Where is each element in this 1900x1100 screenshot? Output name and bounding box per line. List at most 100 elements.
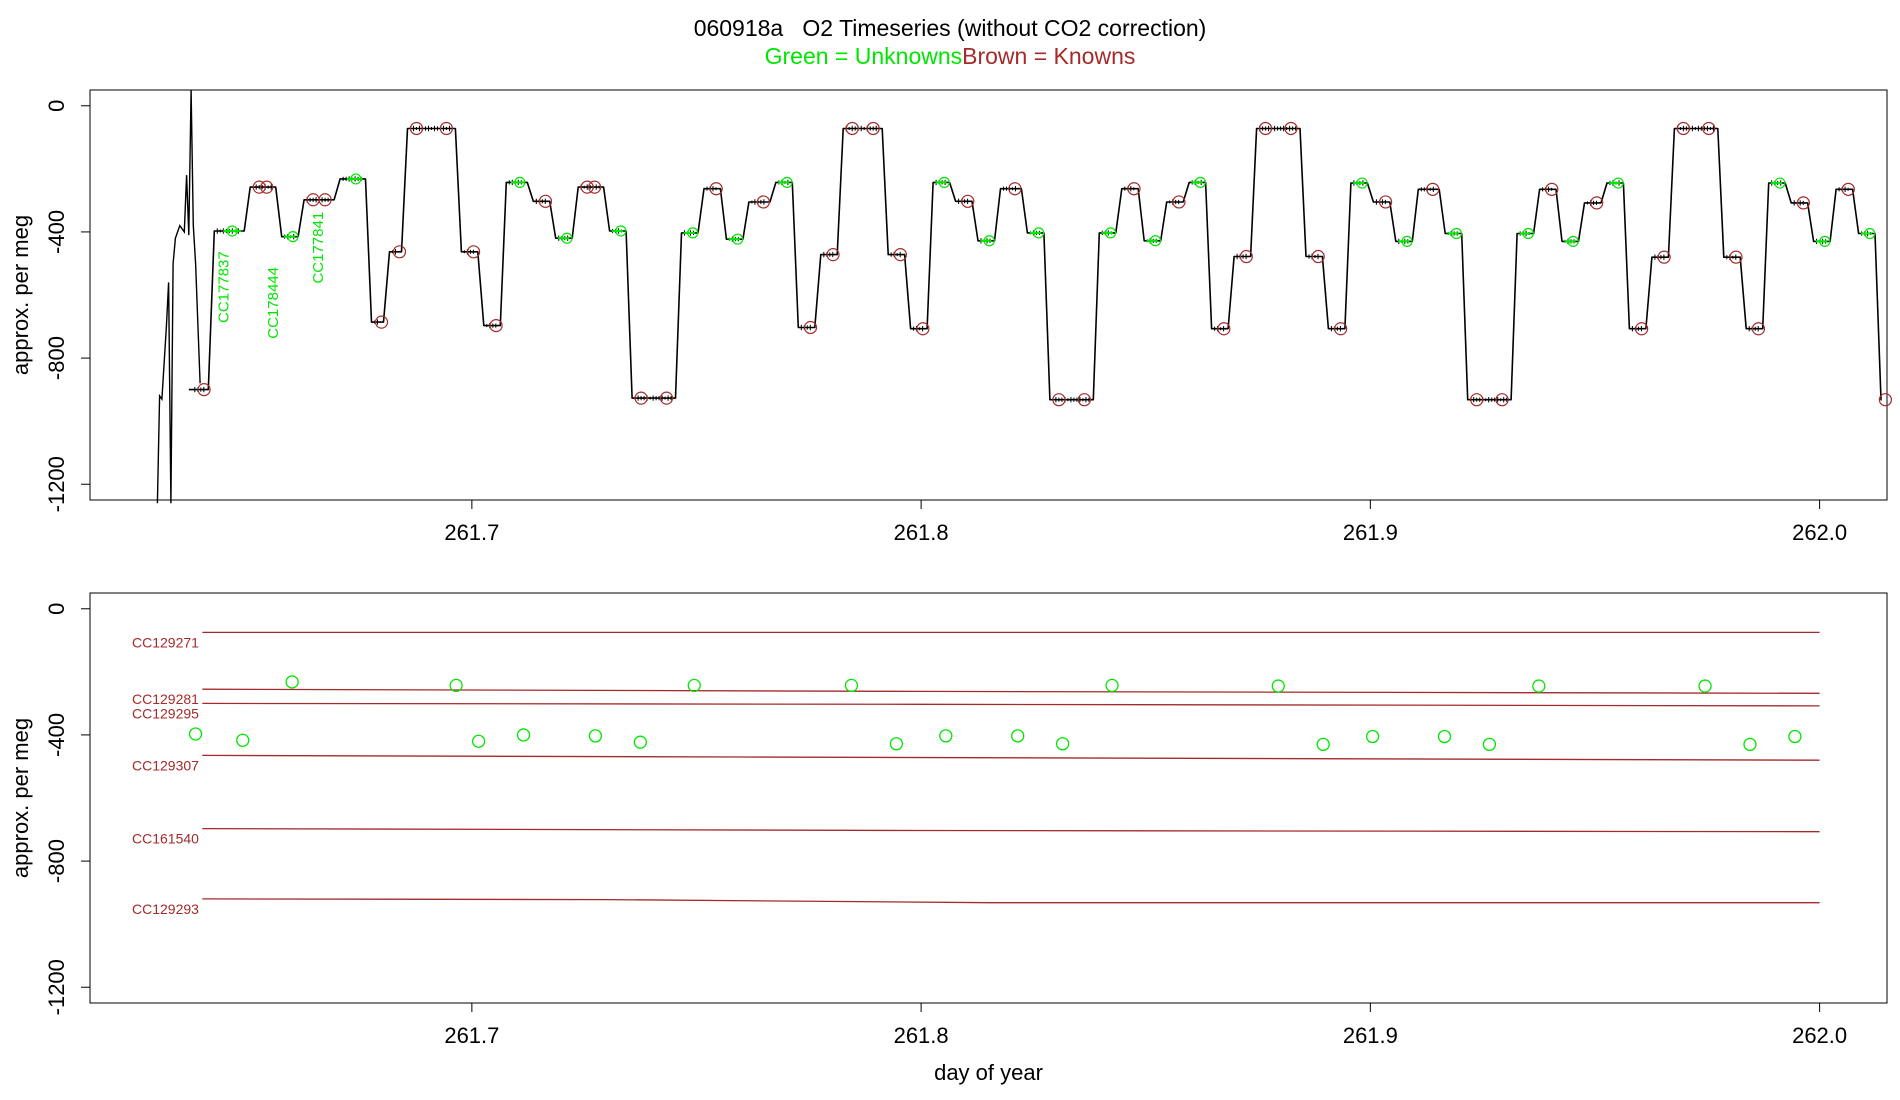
top-ytick-label: -800 — [44, 336, 69, 380]
unknown-marker — [1567, 235, 1579, 247]
known-segment — [823, 248, 840, 262]
unknown-marker — [1450, 227, 1463, 240]
top-xtick-label: 261.7 — [444, 520, 499, 545]
known-marker — [756, 195, 770, 209]
unknown-marker — [561, 232, 573, 244]
unknown-segment — [683, 227, 699, 239]
known-marker — [1052, 393, 1066, 407]
segment-noise — [252, 184, 272, 190]
segment-noise — [392, 249, 396, 255]
bottom-ytick-label: -800 — [44, 839, 69, 883]
known-marker — [467, 245, 481, 259]
unknown-segment — [980, 235, 995, 247]
unknown-marker — [1401, 235, 1413, 247]
top-ytick-label: -1200 — [44, 456, 69, 512]
known-marker — [1008, 182, 1022, 196]
unknown-segment — [1447, 227, 1463, 240]
unknown-segment — [1860, 227, 1876, 240]
unknown-point — [1011, 729, 1025, 743]
known-marker — [845, 121, 859, 136]
known-segment — [392, 245, 407, 259]
unknown-segment — [283, 231, 299, 243]
unknown-tank-label: CC177841 — [310, 212, 327, 284]
known-marker — [580, 180, 594, 194]
known-segment — [890, 248, 908, 262]
unknown-point — [1365, 729, 1380, 744]
unknown-segment — [1564, 235, 1579, 247]
unknown-marker — [226, 225, 238, 237]
unknown-point — [588, 729, 603, 743]
known-marker — [826, 248, 840, 262]
unknown-point — [236, 733, 250, 747]
o2-trace — [188, 127, 1882, 401]
known-segment — [1420, 182, 1440, 196]
unknown-segment — [342, 173, 363, 185]
unknown-point — [188, 727, 203, 741]
known-segment — [252, 180, 274, 194]
bottom-xtick-label: 261.7 — [444, 1023, 499, 1048]
known-series: CC129293 — [132, 898, 1820, 917]
known-segment — [1793, 196, 1810, 210]
bottom-ytick-label: -1200 — [44, 959, 69, 1015]
known-marker — [318, 193, 332, 207]
known-marker — [1878, 393, 1892, 407]
known-marker — [260, 180, 274, 194]
known-segment — [409, 121, 453, 136]
known-line — [202, 898, 1820, 904]
unknown-point — [1698, 679, 1712, 693]
known-segment — [634, 391, 674, 405]
known-marker — [1590, 196, 1604, 210]
chart-title: 060918a O2 Timeseries (without CO2 corre… — [0, 14, 1900, 70]
top-xtick-label: 262.0 — [1792, 520, 1847, 545]
unknown-point — [1532, 679, 1546, 693]
unknown-point — [1788, 729, 1802, 744]
unknown-point — [1743, 737, 1757, 752]
known-marker — [1702, 121, 1716, 136]
known-tank-label: CC129295 — [132, 705, 199, 721]
unknown-segment — [1519, 227, 1534, 240]
known-series: CC161540 — [132, 827, 1820, 847]
unknown-point — [889, 737, 904, 751]
bottom-plot-frame — [89, 592, 1888, 1004]
unknown-segment — [611, 225, 627, 237]
known-segment — [1631, 322, 1649, 336]
bottom-y-axis-label: approx. per meg — [8, 718, 33, 878]
top-xtick-label: 261.8 — [894, 520, 949, 545]
known-segment — [1169, 195, 1186, 209]
known-marker — [374, 315, 389, 329]
bottom-x-axis-label: day of year — [934, 1060, 1043, 1085]
known-marker — [1426, 182, 1440, 196]
unknown-marker — [1104, 227, 1117, 239]
known-series: CC129271 — [132, 631, 1820, 650]
bottom-panel: 0 -400 -800 -1200 261.7 261.8 261.9 262.0 approx… — [8, 592, 1888, 1085]
known-marker — [1657, 250, 1671, 264]
unknown-point — [633, 735, 647, 749]
legend-unknowns: Green = Unknowns — [764, 43, 963, 69]
unknown-point — [939, 729, 953, 743]
unknown-point — [285, 675, 299, 689]
known-segment — [1587, 196, 1604, 210]
known-marker — [1284, 121, 1298, 136]
run-id: 060918a — [693, 15, 784, 41]
unknown-point — [844, 678, 859, 693]
known-marker — [1127, 182, 1141, 196]
known-segment — [1214, 322, 1231, 336]
unknown-marker — [514, 176, 526, 189]
unknown-point — [1437, 729, 1452, 744]
bottom-xtick-label: 261.8 — [894, 1023, 949, 1048]
known-segment — [1375, 195, 1393, 209]
known-marker — [916, 322, 930, 336]
unknown-marker — [1149, 235, 1162, 247]
known-tank-label: CC129293 — [132, 901, 199, 917]
unknown-point — [1105, 678, 1119, 693]
unknown-marker — [983, 235, 995, 247]
unknown-segment — [1398, 235, 1413, 247]
known-segment — [845, 121, 880, 136]
known-marker — [1172, 195, 1186, 209]
unknown-segment — [728, 233, 744, 245]
known-marker — [1077, 393, 1091, 407]
unknown-point — [516, 728, 531, 742]
unknown-point — [1271, 679, 1285, 693]
known-tank-label: CC161540 — [132, 831, 199, 847]
unknown-marker — [615, 225, 627, 237]
